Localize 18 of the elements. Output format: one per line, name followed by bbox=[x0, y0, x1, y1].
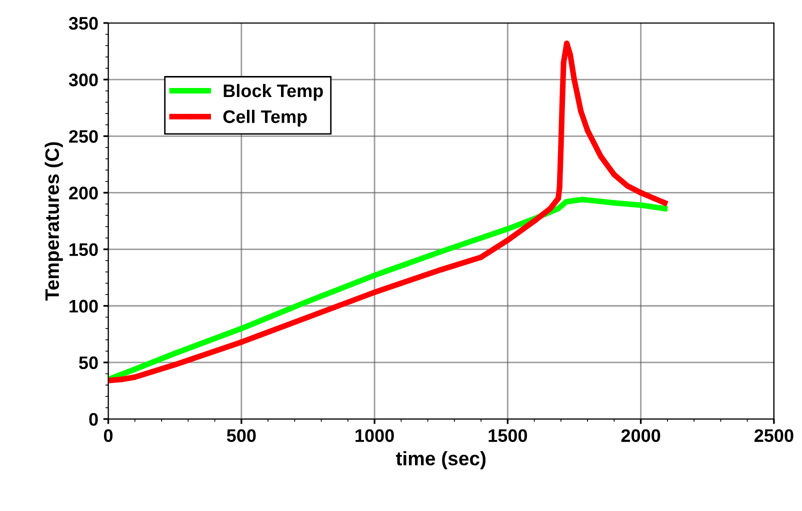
x-tick-label: 1000 bbox=[356, 429, 394, 442]
y-tick-label: 200 bbox=[69, 186, 98, 200]
y-axis-title: Temperatures (C) bbox=[44, 142, 63, 301]
y-tick-label: 300 bbox=[68, 74, 98, 86]
y-tick-label: 150 bbox=[70, 243, 98, 256]
y-tick-label: 350 bbox=[68, 16, 98, 30]
x-tick-label: 500 bbox=[226, 429, 256, 442]
y-tick-label: 0 bbox=[89, 412, 98, 426]
x-tick-label: 2000 bbox=[621, 429, 660, 442]
y-tick-label: 100 bbox=[70, 300, 98, 313]
x-tick-label: 1500 bbox=[488, 429, 528, 442]
x-axis-title: time (sec) bbox=[396, 451, 486, 470]
y-tick-label: 50 bbox=[79, 356, 98, 370]
x-tick-label: 2500 bbox=[754, 429, 794, 442]
legend-label: Block Temp bbox=[224, 84, 323, 101]
x-tick-label: 0 bbox=[104, 429, 113, 442]
y-tick-label: 250 bbox=[69, 130, 98, 143]
legend-label: Cell Temp bbox=[223, 110, 307, 127]
